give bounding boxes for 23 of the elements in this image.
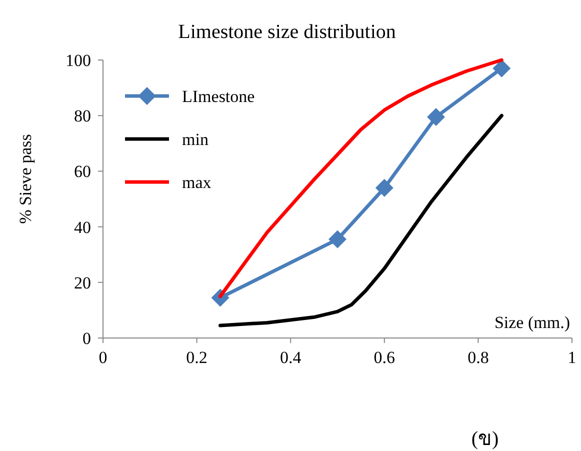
point [426, 108, 445, 126]
x-tick-label: 1 [568, 348, 576, 367]
y-tick-label: 80 [74, 106, 91, 126]
chart-title: Limestone size distribution [178, 21, 396, 43]
x-tick-label: 0 [98, 348, 108, 367]
x-tick-label: 0.8 [468, 348, 489, 367]
text: (ข) [471, 428, 499, 450]
point [492, 59, 511, 78]
x-tick-label: 0.2 [186, 348, 208, 367]
point [375, 178, 394, 197]
y-tick-label: 0 [82, 329, 91, 348]
point [328, 230, 346, 248]
y-tick-label: 60 [74, 162, 91, 182]
legend-label: LImestone [182, 87, 255, 106]
y-tick-label: 100 [66, 51, 91, 70]
legend-label: max [182, 173, 212, 192]
y-axis-title: % Sieve pass [16, 134, 35, 224]
y-tick-label: 40 [74, 218, 91, 237]
legend-label: min [182, 130, 209, 149]
x-tick-label: 0.6 [374, 348, 396, 367]
y-tick-label: 20 [74, 273, 91, 292]
x-axis-title: Size (mm.) [494, 313, 570, 332]
x-tick-label: 0.4 [280, 348, 302, 367]
